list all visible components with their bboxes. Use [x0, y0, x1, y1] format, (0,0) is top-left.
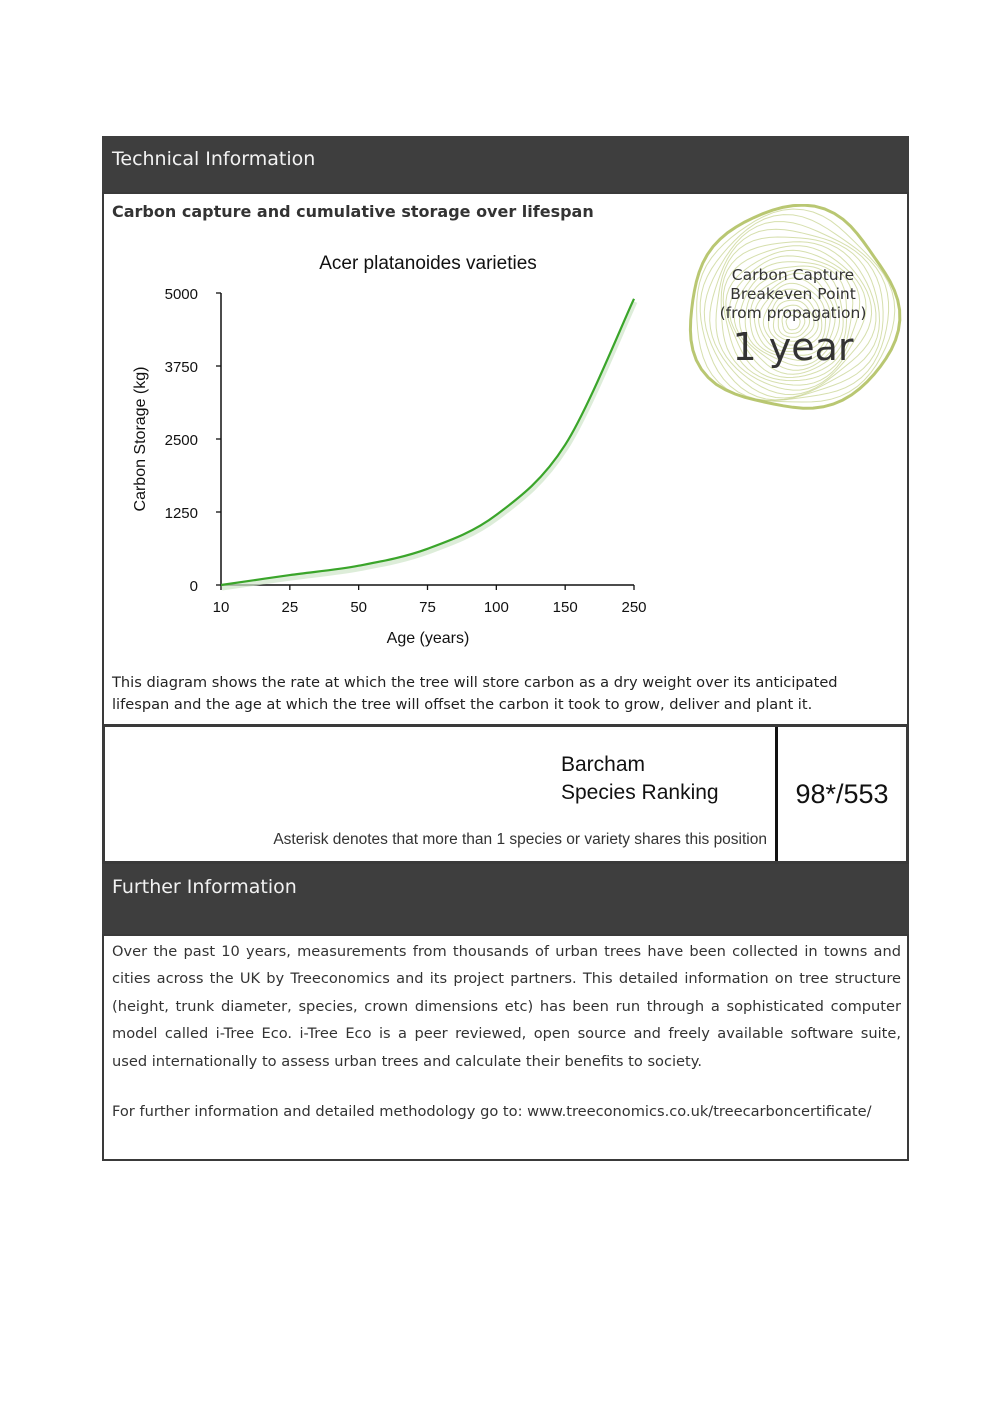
technical-title: Technical Information [112, 148, 316, 170]
tree-ring [777, 304, 811, 338]
ranking-divider [775, 727, 778, 861]
y-tick-label: 2500 [165, 432, 198, 449]
tree-ring [720, 241, 873, 391]
y-tick-label: 1250 [165, 505, 198, 522]
chart-caption: This diagram shows the rate at which the… [112, 672, 838, 716]
caption-line: This diagram shows the rate at which the… [112, 674, 838, 691]
y-tick-label: 5000 [165, 286, 198, 303]
badge-line2: Breakeven Point [730, 285, 856, 303]
tree-ring [744, 268, 841, 367]
tree-ring [703, 221, 884, 401]
tree-ring [767, 294, 819, 346]
badge-line1: Carbon Capture [731, 266, 855, 284]
x-tick-label: 25 [281, 599, 298, 616]
tree-ring [772, 299, 815, 342]
paragraph-line: Over the past 10 years, measurements fro… [112, 943, 901, 960]
ranking-value: 98*/553 [795, 779, 889, 809]
tree-ring [733, 261, 848, 375]
x-tick-label: 150 [553, 599, 578, 616]
tree-ring [753, 277, 831, 356]
ranking-label: Barcham Species Ranking [561, 751, 719, 807]
series-shadow [221, 300, 638, 591]
carbon-chart: Acer platanoides varieties Carbon Storag… [132, 253, 647, 647]
tree-ring [781, 309, 806, 335]
further-link-line[interactable]: For further information and detailed met… [112, 1103, 872, 1120]
caption-line: lifespan and the age at which the tree w… [112, 696, 813, 713]
ranking-label-line1: Barcham [561, 753, 646, 776]
technical-header: Technical Information [102, 136, 909, 193]
tree-ring [715, 236, 877, 396]
breakeven-badge [688, 204, 902, 410]
chart-title: Acer platanoides varieties [319, 253, 537, 274]
tree-ring [709, 228, 881, 399]
badge-line3: (from propagation) [719, 304, 867, 322]
x-tick-label: 100 [484, 599, 509, 616]
paragraph-line: used internationally to assess urban tre… [112, 1052, 702, 1070]
further-section: Over the past 10 years, measurements fro… [102, 934, 909, 1161]
badge-text: Carbon Capture Breakeven Point (from pro… [684, 266, 902, 371]
tree-ring [762, 288, 823, 350]
y-axis-label: Carbon Storage (kg) [132, 367, 149, 512]
ranking-label-line2: Species Ranking [561, 781, 719, 804]
tree-ring [728, 255, 854, 379]
tree-ring [696, 208, 896, 403]
tree-ring [749, 272, 836, 362]
tree-ring [722, 245, 867, 386]
further-header: Further Information [102, 864, 909, 935]
paragraph-line: cities across the UK by Treeconomics and… [112, 970, 901, 988]
tree-ring [738, 265, 844, 371]
chart-section: Carbon capture and cumulative storage ov… [102, 192, 909, 726]
x-tick-label: 75 [419, 599, 436, 616]
x-tick-label: 250 [621, 599, 646, 616]
tree-ring [785, 314, 801, 331]
badge-value: 1 year [732, 325, 854, 369]
paragraph-line: (height, trunk diameter, species, crown … [112, 997, 901, 1015]
chart-section-subtitle: Carbon capture and cumulative storage ov… [112, 202, 594, 221]
further-title: Further Information [112, 876, 297, 898]
ranking-section: Barcham Species Ranking Asterisk denotes… [102, 724, 909, 864]
series-line [220, 298, 635, 587]
x-tick-label: 50 [350, 599, 367, 616]
y-tick-label: 0 [190, 578, 198, 595]
tree-ring [758, 282, 826, 352]
x-tick-label: 10 [213, 599, 230, 616]
y-tick-label: 3750 [165, 359, 198, 376]
tree-ring [688, 204, 902, 410]
x-axis-label: Age (years) [387, 630, 470, 647]
tree-ring [699, 214, 890, 402]
paragraph-line: model called i-Tree Eco. i-Tree Eco is a… [112, 1025, 901, 1043]
ranking-note: Asterisk denotes that more than 1 specie… [273, 831, 767, 848]
tree-ring [725, 249, 861, 382]
further-paragraph: Over the past 10 years, measurements fro… [112, 938, 901, 1075]
